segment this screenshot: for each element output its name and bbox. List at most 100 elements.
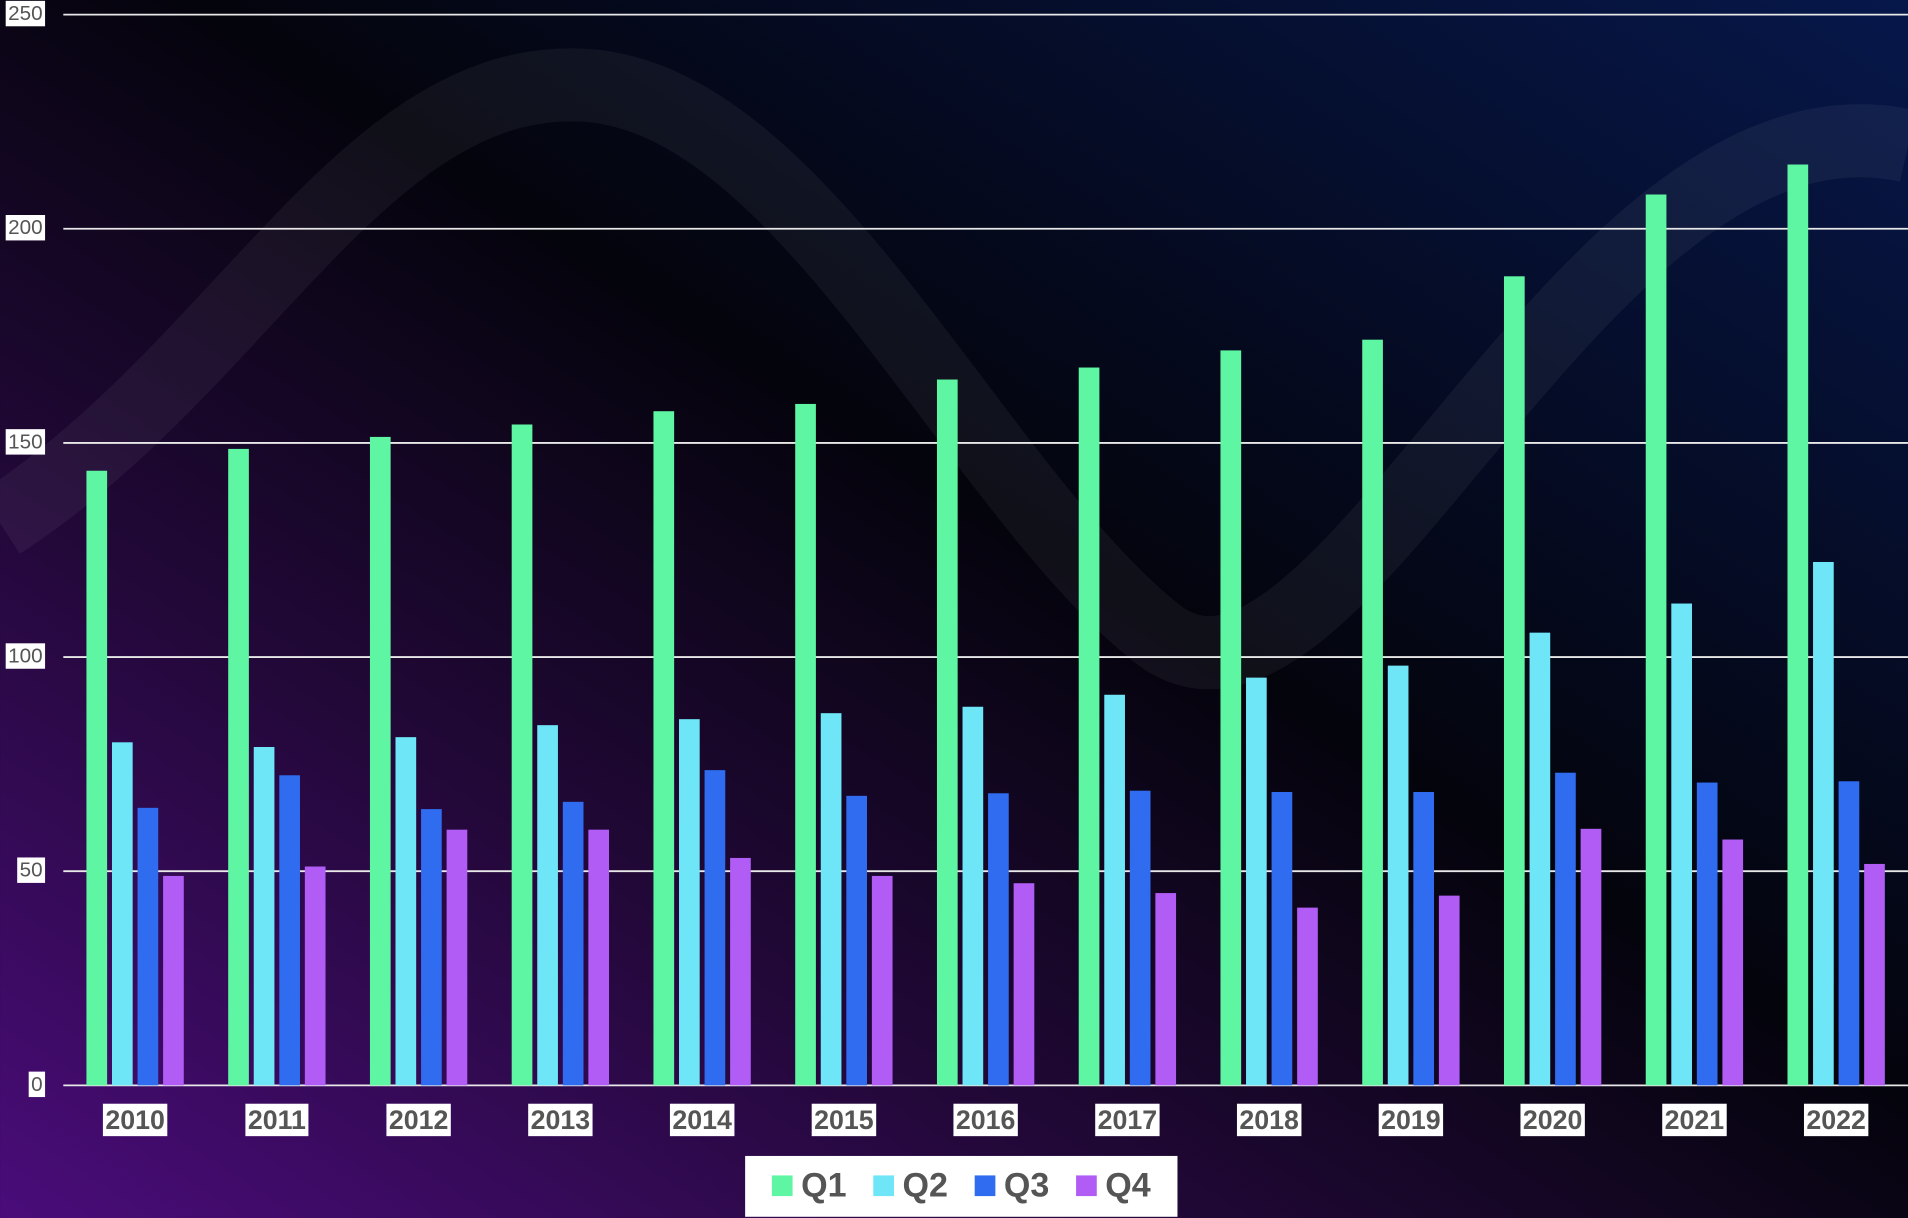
bar bbox=[1787, 164, 1809, 1086]
bar bbox=[1671, 603, 1692, 1086]
bar bbox=[511, 424, 533, 1086]
x-tick-label-box bbox=[1236, 1103, 1302, 1137]
bar bbox=[1580, 828, 1602, 1086]
bar bbox=[1387, 665, 1409, 1086]
bar bbox=[1413, 791, 1435, 1086]
x-tick-label: 2011 bbox=[248, 1105, 306, 1135]
legend-swatch bbox=[771, 1175, 793, 1197]
y-tick-label: 50 bbox=[20, 859, 43, 882]
x-tick-label: 2020 bbox=[1523, 1105, 1583, 1135]
bar bbox=[369, 436, 391, 1086]
bar bbox=[1813, 561, 1834, 1086]
bar bbox=[820, 713, 842, 1086]
bar bbox=[1645, 194, 1667, 1086]
x-tick-label-box bbox=[811, 1103, 877, 1137]
bar bbox=[304, 866, 326, 1086]
x-tick-label-box bbox=[953, 1103, 1018, 1137]
legend-label: Q3 bbox=[1004, 1167, 1049, 1205]
bar bbox=[537, 725, 558, 1086]
bar bbox=[988, 793, 1009, 1086]
legend-swatch bbox=[873, 1175, 894, 1197]
bar bbox=[1696, 782, 1718, 1086]
bar bbox=[704, 770, 726, 1086]
y-tick-label: 200 bbox=[8, 216, 43, 239]
bar bbox=[253, 747, 275, 1086]
bar bbox=[936, 379, 958, 1086]
x-tick-label-box bbox=[1378, 1103, 1444, 1137]
bar bbox=[1297, 907, 1318, 1086]
bar bbox=[562, 801, 584, 1086]
x-tick-label: 2010 bbox=[105, 1105, 165, 1135]
bar bbox=[653, 411, 675, 1086]
bar bbox=[1503, 276, 1525, 1086]
bar bbox=[962, 706, 984, 1086]
bar bbox=[1078, 367, 1100, 1086]
bar bbox=[1362, 339, 1383, 1086]
x-tick-label: 2016 bbox=[956, 1105, 1016, 1135]
y-tick-label: 150 bbox=[8, 430, 43, 453]
bar bbox=[1438, 895, 1460, 1086]
bar bbox=[679, 719, 700, 1086]
bar bbox=[1013, 883, 1035, 1086]
x-tick-label: 2018 bbox=[1239, 1105, 1299, 1135]
legend-label: Q4 bbox=[1105, 1167, 1150, 1205]
x-tick-label: 2012 bbox=[389, 1105, 449, 1135]
y-tick-label-box bbox=[5, 643, 46, 669]
bar bbox=[1104, 694, 1125, 1086]
x-tick-label-box bbox=[528, 1103, 593, 1137]
bar bbox=[1246, 677, 1267, 1086]
x-tick-label: 2017 bbox=[1098, 1105, 1158, 1135]
x-tick-label: 2019 bbox=[1381, 1105, 1441, 1135]
x-tick-label-box bbox=[102, 1103, 168, 1137]
x-tick-label: 2013 bbox=[531, 1105, 591, 1135]
bar bbox=[846, 795, 867, 1086]
legend-swatch bbox=[1076, 1175, 1097, 1197]
x-tick-label-box bbox=[245, 1103, 309, 1137]
y-tick-label: 250 bbox=[8, 2, 43, 25]
y-tick-label-box bbox=[5, 0, 46, 27]
bar bbox=[395, 737, 417, 1086]
bar bbox=[1155, 893, 1177, 1086]
bar bbox=[137, 807, 159, 1086]
bar bbox=[1722, 839, 1744, 1086]
y-tick-label: 0 bbox=[31, 1073, 43, 1096]
x-tick-label-box bbox=[386, 1103, 451, 1137]
bar bbox=[1838, 781, 1860, 1086]
x-tick-label-box bbox=[1520, 1103, 1585, 1137]
bar bbox=[279, 775, 300, 1086]
x-tick-label: 2015 bbox=[814, 1105, 874, 1135]
y-tick-label-box bbox=[5, 429, 46, 455]
x-tick-label-box bbox=[1803, 1103, 1869, 1137]
bar bbox=[1129, 790, 1151, 1086]
bar bbox=[421, 809, 442, 1086]
bar bbox=[111, 742, 133, 1086]
legend-label: Q1 bbox=[801, 1167, 846, 1205]
y-tick-label-box bbox=[28, 1071, 46, 1098]
legend-swatch bbox=[974, 1175, 996, 1197]
x-tick-label: 2021 bbox=[1665, 1105, 1725, 1135]
bar bbox=[1220, 350, 1242, 1086]
y-tick-label-box bbox=[5, 215, 46, 241]
bar bbox=[446, 829, 468, 1086]
legend-box bbox=[745, 1155, 1178, 1217]
bar bbox=[795, 403, 816, 1086]
bar bbox=[730, 857, 751, 1086]
bar bbox=[163, 875, 184, 1086]
bar bbox=[1864, 863, 1885, 1086]
x-tick-label-box bbox=[669, 1103, 735, 1137]
y-tick-label-box bbox=[17, 857, 46, 883]
bar bbox=[1529, 632, 1551, 1086]
legend: Q1 Q2 Q3 Q4 bbox=[745, 1155, 1178, 1217]
bar bbox=[588, 829, 610, 1086]
y-tick-label: 100 bbox=[8, 645, 43, 668]
legend-label: Q2 bbox=[902, 1167, 947, 1205]
x-tick-label-box bbox=[1662, 1103, 1727, 1137]
x-tick-label-box bbox=[1095, 1103, 1160, 1137]
bar bbox=[871, 875, 893, 1086]
bar bbox=[1271, 791, 1293, 1086]
bar bbox=[86, 470, 108, 1086]
x-tick-label: 2022 bbox=[1806, 1105, 1866, 1135]
x-tick-label: 2014 bbox=[672, 1105, 732, 1135]
